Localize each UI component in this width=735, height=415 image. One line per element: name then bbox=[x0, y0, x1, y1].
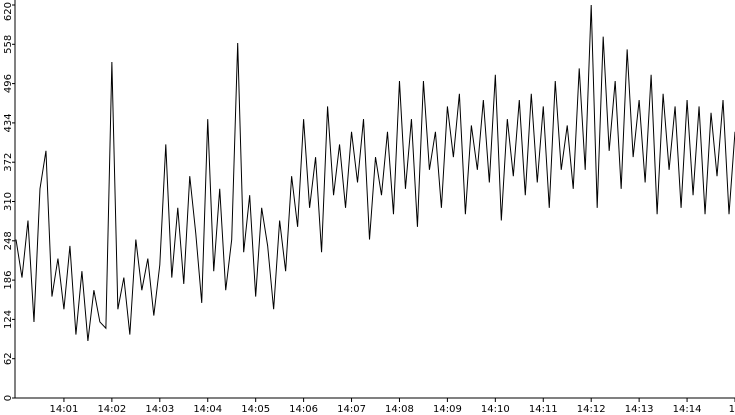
y-tick-label: 496 bbox=[3, 74, 14, 93]
x-tick-label: 14:07 bbox=[337, 404, 366, 415]
y-tick-label: 558 bbox=[3, 35, 14, 54]
y-tick-label: 124 bbox=[3, 310, 14, 329]
x-tick-label: 14:12 bbox=[577, 404, 606, 415]
x-tick-label: 14:01 bbox=[50, 404, 79, 415]
y-tick-label: 248 bbox=[3, 231, 14, 250]
y-tick-label: 0 bbox=[3, 395, 14, 401]
y-tick-label: 310 bbox=[3, 192, 14, 211]
x-tick-label: 14:13 bbox=[625, 404, 654, 415]
x-tick-label: 14:11 bbox=[529, 404, 558, 415]
x-tick-label: 14:08 bbox=[385, 404, 414, 415]
y-tick-label: 434 bbox=[3, 113, 14, 132]
y-tick-label: 62 bbox=[3, 352, 14, 365]
x-tick-label: 14:10 bbox=[481, 404, 510, 415]
x-tick-label: 14:06 bbox=[289, 404, 318, 415]
x-tick-label: 14:14 bbox=[673, 404, 702, 415]
y-tick-label: 372 bbox=[3, 153, 14, 172]
x-tick-label: 14:09 bbox=[433, 404, 462, 415]
x-tick-label: 14:05 bbox=[241, 404, 270, 415]
x-tick-label: 14:02 bbox=[97, 404, 126, 415]
x-tick-label: 14 bbox=[729, 404, 735, 415]
x-tick-label: 14:03 bbox=[145, 404, 174, 415]
y-tick-label: 186 bbox=[3, 271, 14, 290]
y-tick-label: 620 bbox=[3, 2, 14, 21]
x-tick-label: 14:04 bbox=[193, 404, 222, 415]
data-line bbox=[15, 4, 735, 342]
